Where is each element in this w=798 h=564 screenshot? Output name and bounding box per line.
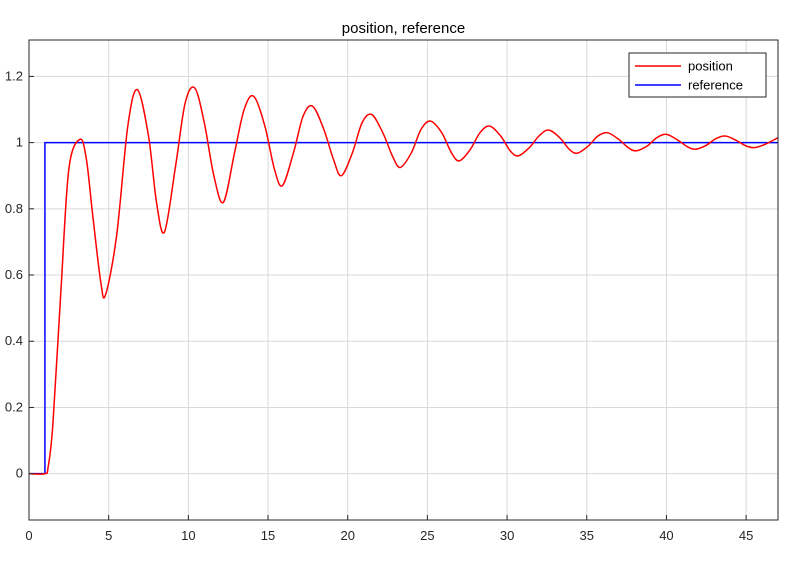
legend-label-reference: reference (688, 78, 743, 93)
x-tick-label: 25 (420, 528, 434, 543)
y-axis: 0 0.2 0.4 0.6 0.8 1 1.2 (5, 68, 34, 481)
series-line-reference (29, 141, 778, 475)
y-tick-label: 0 (16, 466, 23, 481)
x-tick-label: 20 (340, 528, 354, 543)
y-tick-label: 1 (16, 135, 23, 150)
y-tick-label: 0.2 (5, 399, 23, 414)
x-tick-label: 5 (105, 528, 112, 543)
plot-frame (28, 39, 779, 521)
y-tick-label: 0.4 (5, 333, 23, 348)
x-axis: 0 5 10 15 20 25 30 35 40 45 (25, 515, 753, 543)
legend-label-position: position (688, 59, 733, 74)
x-tick-label: 35 (580, 528, 594, 543)
x-tick-label: 40 (659, 528, 673, 543)
x-tick-label: 15 (261, 528, 275, 543)
legend: position reference (628, 52, 767, 98)
series-line-position (29, 86, 778, 475)
chart-title: position, reference (342, 20, 465, 37)
y-tick-label: 0.6 (5, 267, 23, 282)
grid (29, 40, 778, 520)
y-tick-label: 1.2 (5, 68, 23, 83)
y-tick-label: 0.8 (5, 201, 23, 216)
x-tick-label: 45 (739, 528, 753, 543)
x-tick-label: 0 (25, 528, 32, 543)
legend-box (628, 52, 767, 98)
x-tick-label: 30 (500, 528, 514, 543)
series-layer (29, 86, 778, 475)
x-tick-label: 10 (181, 528, 195, 543)
